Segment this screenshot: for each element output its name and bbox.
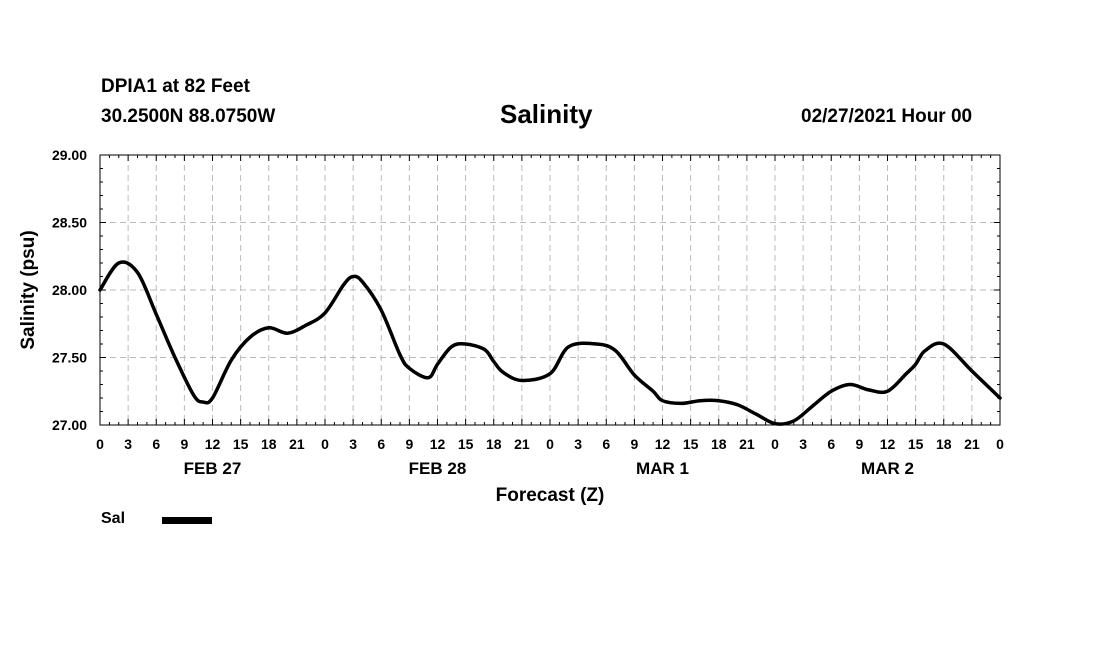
series-line-sal — [98, 260, 1002, 426]
legend-swatch — [162, 517, 212, 524]
coordinates-label: 30.2500N 88.0750W — [101, 106, 276, 127]
x-tick-label: 15 — [458, 436, 474, 452]
x-tick-label: 9 — [855, 436, 863, 452]
y-tick-label: 28.50 — [52, 215, 87, 231]
x-tick-label: 6 — [827, 436, 835, 452]
x-tick-label: 18 — [936, 436, 952, 452]
x-tick-label: 6 — [377, 436, 385, 452]
x-tick-label: 21 — [514, 436, 530, 452]
x-tick-label: 0 — [546, 436, 554, 452]
station-label: DPIA1 at 82 Feet — [101, 76, 250, 97]
x-tick-label: 21 — [964, 436, 980, 452]
x-tick-label: 18 — [261, 436, 277, 452]
chart-title: Salinity — [500, 99, 593, 129]
x-axis-label: Forecast (Z) — [496, 485, 605, 506]
x-tick-label: 9 — [180, 436, 188, 452]
y-tick-label: 29.00 — [52, 147, 87, 163]
day-label: FEB 28 — [409, 459, 467, 478]
x-tick-label: 3 — [349, 436, 357, 452]
x-tick-label: 18 — [711, 436, 727, 452]
x-tick-label: 3 — [799, 436, 807, 452]
x-tick-label: 0 — [321, 436, 329, 452]
y-tick-label: 28.00 — [52, 282, 87, 298]
day-label: MAR 2 — [861, 459, 914, 478]
x-tick-label: 0 — [771, 436, 779, 452]
x-tick-label: 18 — [486, 436, 502, 452]
y-axis-label: Salinity (psu) — [18, 230, 39, 349]
x-tick-label: 21 — [739, 436, 755, 452]
x-tick-label: 12 — [655, 436, 671, 452]
x-tick-label: 9 — [630, 436, 638, 452]
x-tick-label: 21 — [289, 436, 305, 452]
day-label: MAR 1 — [636, 459, 689, 478]
y-tick-label: 27.50 — [52, 350, 87, 366]
x-tick-label: 6 — [602, 436, 610, 452]
x-tick-label: 3 — [574, 436, 582, 452]
x-tick-label: 12 — [430, 436, 446, 452]
x-tick-label: 15 — [683, 436, 699, 452]
x-tick-label: 12 — [205, 436, 221, 452]
x-tick-label: 15 — [908, 436, 924, 452]
x-tick-label: 0 — [96, 436, 104, 452]
forecast-timestamp: 02/27/2021 Hour 00 — [801, 106, 973, 127]
x-tick-label: 12 — [880, 436, 896, 452]
x-tick-label: 0 — [996, 436, 1004, 452]
x-tick-label: 3 — [124, 436, 132, 452]
day-label: FEB 27 — [184, 459, 242, 478]
x-tick-label: 9 — [405, 436, 413, 452]
y-tick-label: 27.00 — [52, 417, 87, 433]
x-tick-label: 15 — [233, 436, 249, 452]
legend-label: Sal — [101, 510, 126, 527]
x-tick-label: 6 — [152, 436, 160, 452]
